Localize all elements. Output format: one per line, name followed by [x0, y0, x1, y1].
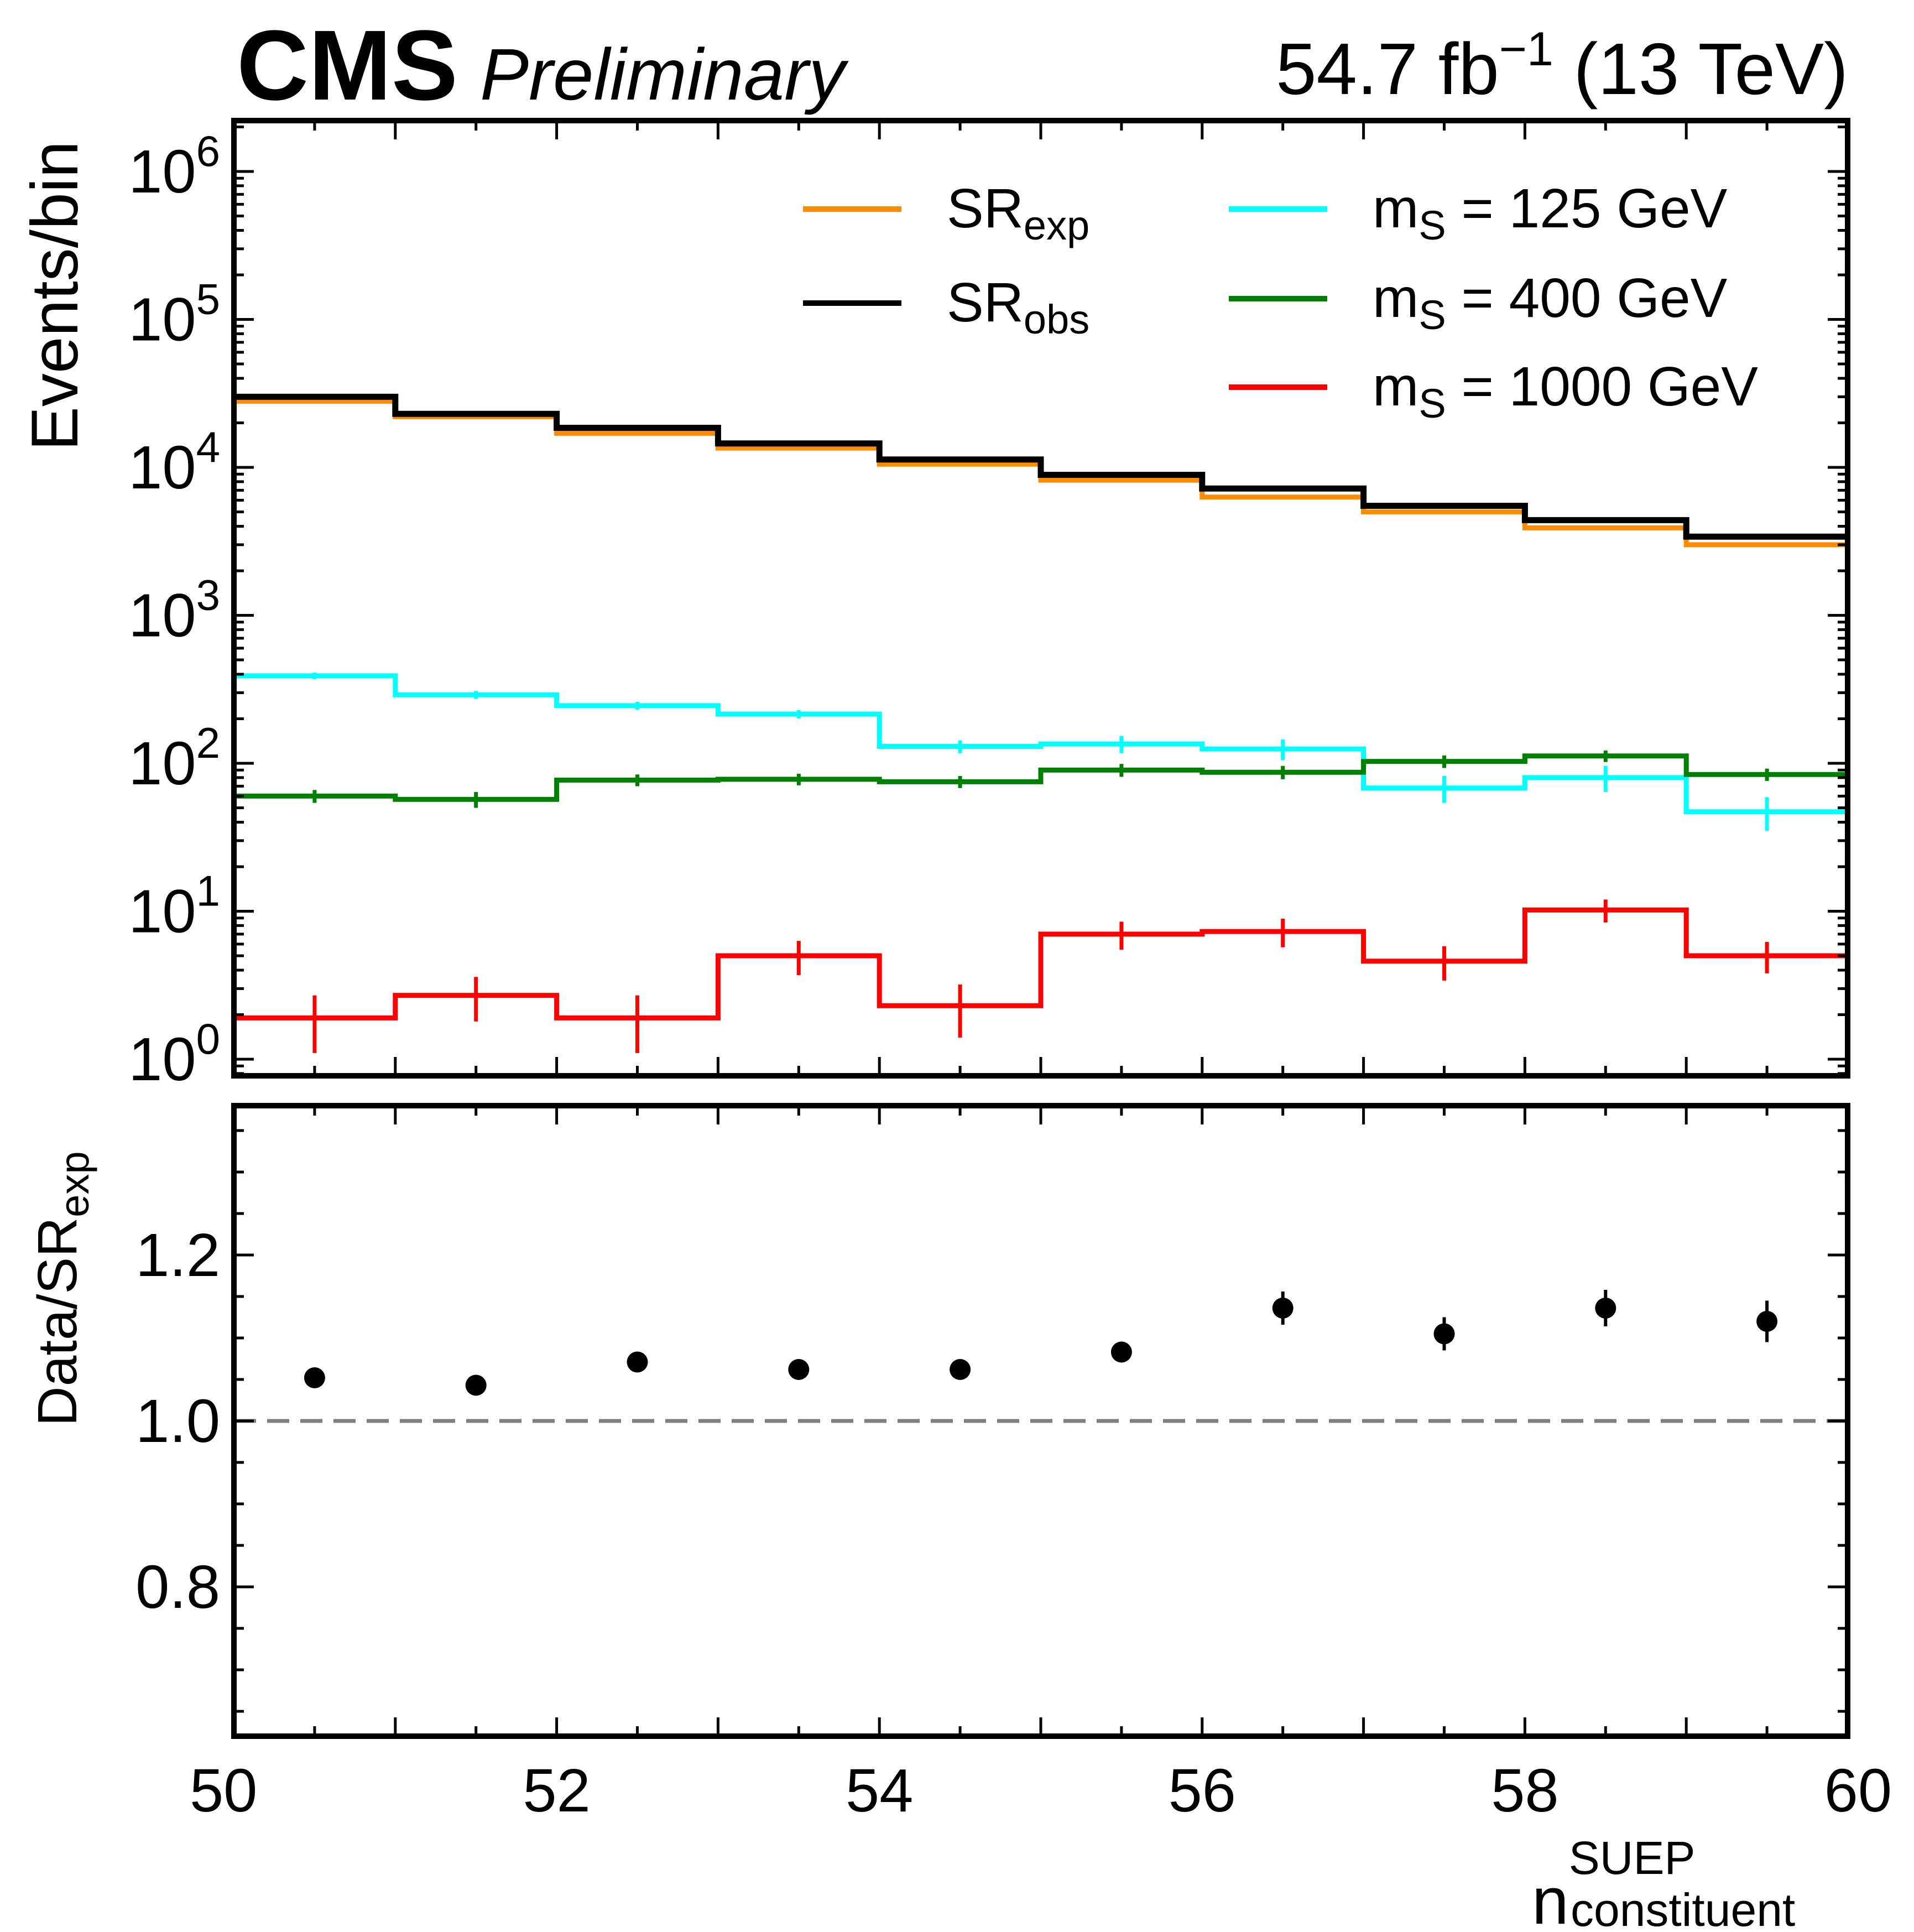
legend-label-ms1000: mS = 1000 GeV [1373, 356, 1758, 426]
x-tick-label: 50 [190, 1757, 257, 1825]
top-frame [231, 118, 1850, 1079]
series-line-sr_obs [234, 393, 1848, 540]
legend: SRexp SRobs mS = 125 GeV mS = 400 GeV mS = 1… [803, 178, 1758, 426]
series-line-ms400 [234, 753, 1848, 802]
x-tick-labels: 50 52 54 56 58 60 [190, 1757, 1892, 1825]
x-axis-label-sup: SUEP [1569, 1832, 1696, 1884]
top-y-tick-label: 106 [128, 127, 220, 206]
bottom-y-tick-labels: 0.8 1.0 1.2 [135, 1221, 220, 1621]
bottom-y-axis-label: Data/SRexp [27, 1151, 97, 1426]
x-tick-label: 54 [846, 1757, 913, 1825]
ratio-point [1110, 1341, 1132, 1363]
legend-label-sr_obs: SRobs [947, 272, 1089, 342]
top-y-tick-label: 104 [128, 423, 220, 502]
preliminary-label: Preliminary [480, 34, 849, 115]
lumi-exponent: −1 [1499, 23, 1553, 76]
bottom-y-tick-label: 1.0 [135, 1387, 220, 1455]
legend-label-ms125: mS = 125 GeV [1373, 178, 1728, 248]
ratio-point [1595, 1298, 1616, 1319]
x-tick-label: 60 [1824, 1757, 1892, 1825]
ratio-point [627, 1351, 648, 1373]
series-line-ms125 [234, 673, 1848, 815]
bottom-frame [231, 1103, 1850, 1739]
top-y-tick-label: 100 [128, 1014, 220, 1093]
bottom-y-tick-label: 0.8 [135, 1553, 220, 1621]
top-y-tick-label: 102 [128, 718, 220, 798]
top-series-layer [234, 393, 1848, 1053]
x-tick-label: 52 [523, 1757, 590, 1825]
top-y-tick-labels: 100 101 102 103 104 105 106 [128, 127, 220, 1093]
ratio-point [1756, 1311, 1778, 1332]
lumi-value: 54.7 fb [1276, 28, 1499, 110]
ratio-point [788, 1359, 810, 1380]
x-tick-label: 56 [1169, 1757, 1236, 1825]
legend-label-sr_exp: SRexp [947, 178, 1089, 248]
ratio-point [950, 1359, 971, 1380]
bottom-y-tick-label: 1.2 [135, 1221, 220, 1289]
top-y-axis-label: Events/bin [18, 141, 92, 451]
x-axis-label-main: n [1532, 1864, 1569, 1932]
x-axis-label-sub: constituent [1571, 1884, 1795, 1932]
series-line-ms1000 [234, 907, 1848, 1020]
top-y-tick-label: 103 [128, 571, 220, 650]
x-tick-label: 58 [1491, 1757, 1558, 1825]
energy-value: (13 TeV) [1553, 28, 1848, 110]
ratio-point [1433, 1323, 1455, 1345]
ratio-point [304, 1367, 325, 1388]
x-axis-label: nSUEP [1532, 1832, 1696, 1932]
cms-label: CMS [237, 10, 458, 121]
bottom-y-axis-label-main: Data/SR [27, 1217, 88, 1426]
ratio-point [1272, 1298, 1294, 1319]
bottom-y-axis-label-sub: exp [51, 1151, 97, 1217]
legend-label-ms400: mS = 400 GeV [1373, 267, 1728, 338]
bottom-panel: 0.81.01.2 50 52 54 56 58 60 Data/SRexp nSUEP … [27, 1103, 1892, 1932]
top-y-tick-label: 101 [128, 867, 220, 946]
top-y-tick-label: 105 [128, 275, 220, 354]
ratio-point [465, 1374, 487, 1396]
top-panel: 100 101 102 103 104 105 106 Events/bin [18, 118, 1850, 1093]
lumi-label: 54.7 fb−1 (13 TeV) [1276, 23, 1848, 110]
ratio-points-layer [304, 1290, 1778, 1396]
